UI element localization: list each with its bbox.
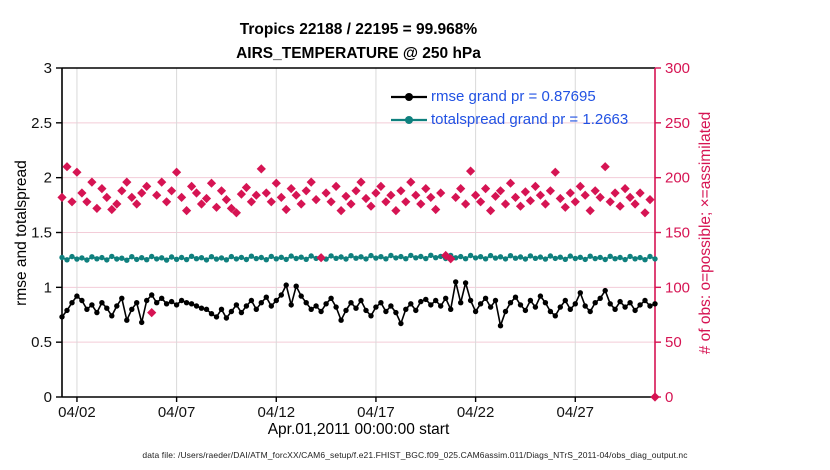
svg-text:0.5: 0.5: [31, 334, 52, 351]
svg-text:0: 0: [665, 389, 673, 406]
totalspread-series: [59, 252, 658, 263]
left-y-axis-label: rmse and totalspread: [13, 160, 30, 306]
left-axis-ticks: 0 0.5 1 1.5 2 2.5 3: [31, 60, 62, 406]
svg-text:150: 150: [665, 225, 690, 242]
gridlines-vertical: [76, 68, 576, 397]
gridlines-horizontal: [62, 122, 655, 343]
svg-text:250: 250: [665, 115, 690, 132]
legend-label-rmse: rmse grand pr = 0.87695: [431, 88, 596, 105]
chart-title-line2: AIRS_TEMPERATURE @ 250 hPa: [236, 45, 481, 62]
svg-text:04/27: 04/27: [556, 404, 594, 421]
right-y-axis-label: # of obs: o=possible; ×=assimilated: [697, 111, 714, 355]
data-file-path: data file: /Users/raeder/DAI/ATM_forcXX/…: [142, 450, 688, 460]
svg-text:04/17: 04/17: [357, 404, 395, 421]
svg-text:1: 1: [44, 279, 52, 296]
svg-text:50: 50: [665, 334, 682, 351]
svg-text:04/12: 04/12: [258, 404, 296, 421]
legend: rmse grand pr = 0.87695 totalspread gran…: [390, 85, 628, 131]
svg-text:0: 0: [44, 389, 52, 406]
legend-item-rmse: rmse grand pr = 0.87695: [390, 85, 628, 108]
chart-title-line1: Tropics 22188 / 22195 = 99.968%: [239, 21, 478, 38]
chart-title: Tropics 22188 / 22195 = 99.968% AIRS_TEM…: [62, 18, 655, 66]
obs_assimilated-series: [57, 162, 660, 402]
rmse-line-swatch-icon: [391, 92, 427, 101]
totalspread-line-swatch-icon: [391, 115, 427, 124]
svg-text:04/22: 04/22: [457, 404, 495, 421]
svg-text:1.5: 1.5: [31, 225, 52, 242]
svg-text:2.5: 2.5: [31, 115, 52, 132]
legend-item-totalspread: totalspread grand pr = 1.2663: [390, 108, 628, 131]
svg-text:100: 100: [665, 279, 690, 296]
x-axis-label: Apr.01,2011 00:00:00 start: [267, 421, 450, 438]
legend-label-totalspread: totalspread grand pr = 1.2663: [431, 111, 629, 128]
svg-text:3: 3: [44, 60, 52, 77]
svg-text:300: 300: [665, 60, 690, 77]
right-axis-ticks: 0 50 100 150 200 250 300: [655, 60, 690, 406]
svg-text:2: 2: [44, 170, 52, 187]
svg-text:04/02: 04/02: [58, 404, 96, 421]
svg-text:04/07: 04/07: [158, 404, 196, 421]
x-axis-ticks: 04/02 04/07 04/12 04/17 04/22 04/27: [58, 397, 594, 421]
rmse-series: [59, 279, 658, 329]
svg-text:200: 200: [665, 170, 690, 187]
